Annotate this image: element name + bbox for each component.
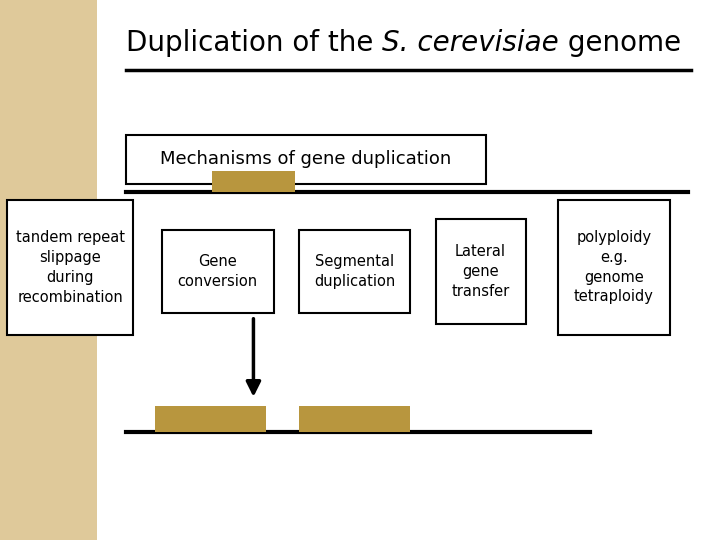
Bar [436,219,526,324]
Text: Mechanisms of gene duplication: Mechanisms of gene duplication [161,150,451,168]
Text: Gene
conversion: Gene conversion [178,254,258,289]
Bar [0,0,97,540]
Text: Lateral
gene
transfer: Lateral gene transfer [451,244,510,299]
Bar [299,230,410,313]
Bar [162,230,274,313]
Bar [299,406,410,432]
Text: tandem repeat
slippage
during
recombination: tandem repeat slippage during recombinat… [16,230,125,305]
Text: Duplication of the: Duplication of the [126,29,382,57]
Text: Segmental
duplication: Segmental duplication [314,254,395,289]
Text: S. cerevisiae: S. cerevisiae [382,29,559,57]
Bar [558,200,670,335]
Text: polyploidy
e.g.
genome
tetraploidy: polyploidy e.g. genome tetraploidy [574,230,654,305]
Bar [126,135,486,184]
Text: genome: genome [559,29,681,57]
Bar [7,200,133,335]
Bar [212,171,295,192]
Bar [155,406,266,432]
